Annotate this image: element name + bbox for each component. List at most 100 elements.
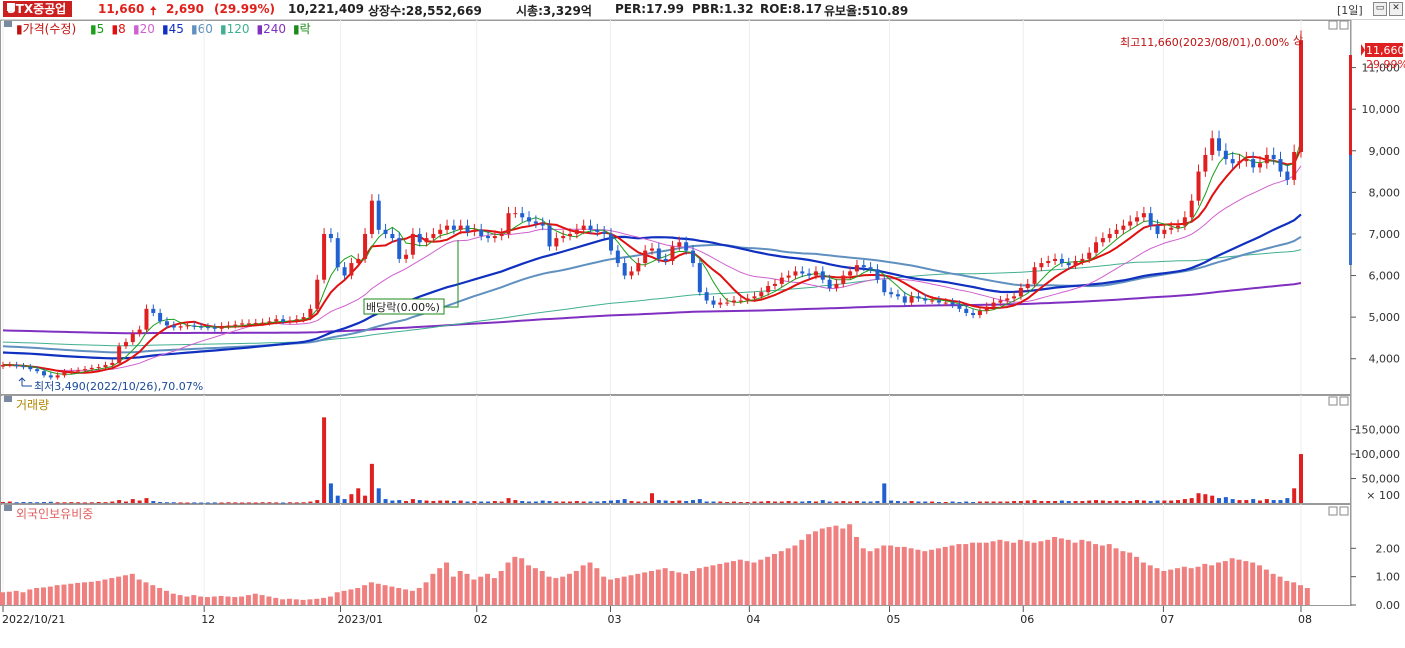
- foreign-bar: [1181, 566, 1187, 605]
- foreign-bar: [47, 586, 53, 605]
- volume-tick-label: 100,000: [1355, 448, 1401, 461]
- foreign-bar: [1284, 580, 1290, 605]
- stock-header: STX중공업 11,660 🠅 2,690 (29.99%) 10,221,40…: [0, 0, 1405, 20]
- foreign-bar: [1304, 588, 1310, 605]
- restore-icon[interactable]: ▭: [1373, 2, 1387, 16]
- price-change: 2,690: [166, 2, 204, 16]
- candle-body: [561, 236, 566, 239]
- volume-bar: [417, 500, 422, 503]
- candle-body: [834, 283, 839, 289]
- volume-bar: [595, 501, 600, 503]
- volume-bar: [335, 495, 340, 503]
- pane-icon: [4, 396, 12, 402]
- volume-bar: [48, 501, 53, 503]
- candle-body: [636, 263, 641, 272]
- candle-body: [110, 362, 115, 365]
- volume-bar: [643, 501, 648, 503]
- x-tick-label: 07: [1160, 613, 1174, 626]
- foreign-bar: [1106, 544, 1112, 605]
- foreign-tick-label: 1.00: [1376, 571, 1401, 584]
- foreign-bar: [266, 596, 272, 605]
- candle-body: [62, 372, 67, 376]
- foreign-bar: [833, 525, 839, 605]
- candle-body: [499, 233, 504, 237]
- foreign-bar: [211, 596, 217, 605]
- volume-bar: [130, 499, 135, 503]
- legend-ma-240: ▮240: [257, 22, 287, 36]
- foreign-bar: [512, 556, 518, 605]
- volume-bar: [1018, 501, 1023, 503]
- foreign-bar: [1024, 541, 1030, 605]
- volume-bar: [827, 501, 832, 503]
- foreign-bar: [122, 575, 128, 605]
- price-tick-label: 9,000: [1369, 145, 1401, 158]
- foreign-bar: [286, 598, 292, 605]
- foreign-bar: [1079, 539, 1085, 605]
- ma-line-5: [3, 140, 1302, 375]
- candle-body: [547, 225, 552, 247]
- candle-body: [1223, 150, 1228, 160]
- foreign-bar: [191, 595, 197, 605]
- candle-body: [335, 238, 340, 268]
- foreign-legend: 외국인보유비중: [16, 507, 93, 521]
- volume-bar: [199, 502, 204, 504]
- foreign-bar: [321, 597, 327, 605]
- candle-body: [1217, 138, 1222, 151]
- volume-bar: [868, 501, 873, 503]
- candle-body: [861, 265, 866, 268]
- pane-buttons[interactable]: [1328, 20, 1349, 516]
- volume-bar: [813, 501, 818, 503]
- foreign-bar: [95, 580, 101, 605]
- candle-body: [438, 229, 443, 234]
- volume-bar: [520, 501, 525, 503]
- candle-body: [1189, 200, 1194, 218]
- price-change-pct: (29.99%): [214, 2, 275, 16]
- candle-body: [1039, 263, 1044, 268]
- volume-bar: [240, 502, 245, 504]
- candle-body: [513, 213, 518, 215]
- candle-body: [458, 225, 463, 230]
- foreign-bar: [799, 539, 805, 605]
- volume-bar: [103, 502, 108, 504]
- volume-bar: [1223, 497, 1228, 503]
- foreign-bar: [163, 590, 169, 605]
- candle-body: [540, 223, 545, 226]
- close-icon[interactable]: ✕: [1389, 2, 1403, 16]
- foreign-bar: [416, 588, 422, 605]
- foreign-bar: [553, 578, 559, 605]
- foreign-bar: [949, 545, 955, 605]
- candle-body: [1230, 159, 1235, 164]
- candle-body: [506, 213, 511, 234]
- period-button[interactable]: [1일]: [1337, 4, 1363, 17]
- volume-bar: [779, 501, 784, 503]
- foreign-bar: [198, 596, 204, 605]
- candle-body: [766, 285, 771, 293]
- foreign-bar: [1154, 568, 1160, 605]
- foreign-bar: [730, 561, 736, 605]
- candle-body: [1121, 225, 1126, 230]
- candle-body: [7, 364, 12, 366]
- candle-body: [315, 279, 320, 309]
- candle-body: [308, 308, 313, 318]
- volume-bar: [1264, 499, 1269, 503]
- candle-body: [820, 271, 825, 280]
- candle-body: [1066, 263, 1071, 266]
- candle-body: [923, 298, 928, 301]
- candle-body: [192, 325, 197, 327]
- legend-ma-5: ▮5: [90, 22, 104, 36]
- volume-bar: [349, 494, 354, 503]
- x-tick-label: 2023/01: [337, 613, 383, 626]
- stock-name-badge[interactable]: STX중공업: [3, 1, 73, 17]
- volume-bar: [212, 502, 217, 504]
- volume-bar: [568, 501, 573, 503]
- x-tick-label: 08: [1298, 613, 1312, 626]
- candle-body: [69, 371, 74, 373]
- candle-body: [424, 238, 429, 243]
- candle-body: [246, 323, 251, 325]
- dividend-annotation: 배당락(0.00%): [363, 240, 459, 315]
- volume-bar: [1094, 500, 1099, 503]
- volume-bar: [458, 500, 463, 503]
- candle-body: [1107, 233, 1112, 239]
- foreign-bar: [61, 584, 67, 605]
- volume-bar: [752, 501, 757, 503]
